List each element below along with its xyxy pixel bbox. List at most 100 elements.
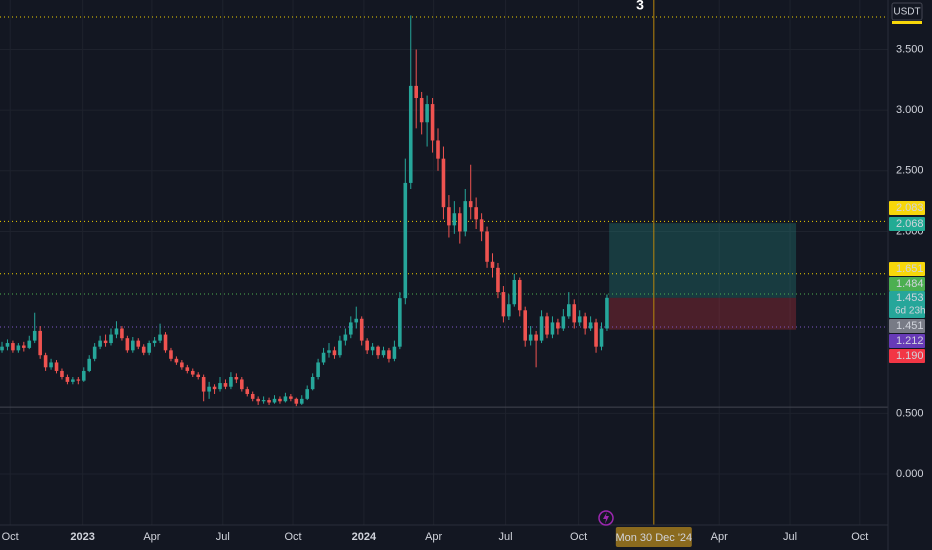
- candle-body: [550, 322, 555, 335]
- x-tick-label: 2024: [352, 531, 377, 543]
- currency-box[interactable]: [891, 2, 923, 21]
- y-tick-label: 0.500: [896, 407, 924, 419]
- price-label: 1.484: [896, 278, 924, 290]
- candle-body: [365, 340, 369, 351]
- candle-body: [16, 345, 21, 351]
- candle-body: [131, 340, 135, 351]
- x-tick-label: Jul: [499, 531, 513, 543]
- candle-body: [517, 279, 522, 311]
- candle-body: [583, 316, 587, 329]
- candle-body: [294, 398, 299, 404]
- candle-body: [98, 340, 102, 347]
- price-label-box: [889, 277, 925, 291]
- price-label: 2.068: [896, 218, 924, 230]
- price-label-countdown: 6d 23h: [895, 306, 926, 317]
- candle-body: [507, 304, 511, 317]
- candle-body: [387, 350, 391, 359]
- candle-body: [545, 316, 549, 335]
- candle-body: [152, 340, 157, 344]
- top-marker: 3: [636, 0, 644, 13]
- price-label: 1.212: [896, 335, 924, 347]
- candle-body: [278, 398, 282, 402]
- candle-body: [485, 231, 489, 262]
- candle-body: [343, 334, 348, 341]
- price-label: 1.190: [896, 350, 924, 362]
- candle-body: [218, 383, 222, 390]
- x-tick-label: Oct: [851, 531, 868, 543]
- candle-body: [185, 367, 190, 371]
- candle-body: [561, 316, 566, 329]
- candle-body: [109, 334, 113, 344]
- candle-body: [158, 334, 162, 341]
- candle-body: [305, 389, 310, 399]
- target-zone: [609, 223, 797, 298]
- event-bolt: [603, 512, 609, 524]
- candle-body: [419, 98, 424, 123]
- candle-body: [245, 389, 250, 394]
- candle-body: [354, 318, 359, 323]
- candle-body: [441, 158, 446, 208]
- currency: USDT: [893, 7, 920, 18]
- price-label: 1.451: [896, 320, 924, 332]
- candle-body: [447, 207, 451, 226]
- candle-body: [11, 343, 15, 351]
- candle-body: [605, 297, 609, 329]
- candle-body: [174, 358, 179, 363]
- plot: [0, 0, 888, 525]
- candle-body: [436, 140, 440, 159]
- x-tick-label: Apr: [143, 531, 160, 543]
- candle-body: [261, 400, 266, 402]
- candle-body: [22, 345, 26, 348]
- candle-body: [359, 318, 364, 341]
- candle-body: [136, 340, 141, 347]
- candle-body: [272, 398, 277, 403]
- candle-body: [392, 346, 397, 359]
- price-label: 1.651: [896, 263, 924, 275]
- candle-body: [103, 340, 108, 344]
- candle-body: [76, 379, 81, 381]
- candle-body: [81, 370, 86, 381]
- candle-body: [147, 343, 151, 353]
- candle-body: [60, 370, 64, 378]
- grid: [0, 0, 888, 525]
- candle-body: [163, 334, 168, 351]
- price-label-box: [889, 334, 925, 348]
- candle-body: [376, 346, 380, 356]
- x-tick-label: Oct: [570, 531, 587, 543]
- candle-body: [223, 383, 228, 387]
- candle-body: [299, 398, 304, 404]
- stop-zone: [609, 297, 797, 330]
- candle-body: [27, 340, 32, 348]
- candle-body: [229, 377, 233, 387]
- y-tick-label: 3.000: [896, 104, 924, 116]
- candle-body: [332, 350, 337, 356]
- candle-body: [120, 328, 124, 339]
- candle-body: [577, 316, 582, 323]
- candle-body: [54, 362, 59, 371]
- candle-body: [267, 400, 271, 403]
- candle-body: [381, 350, 386, 356]
- candle-body: [316, 362, 320, 378]
- candle-body: [398, 298, 402, 347]
- price-label-box: [889, 319, 925, 333]
- candle-body: [212, 386, 217, 390]
- candle-body: [349, 322, 353, 335]
- x-tick-label: Apr: [425, 531, 442, 543]
- candle-body: [87, 358, 92, 371]
- candle-body: [556, 322, 560, 329]
- candle-body: [196, 374, 201, 378]
- event-icon[interactable]: [598, 510, 614, 526]
- price-label-box: [889, 217, 925, 231]
- candle-body: [49, 362, 53, 368]
- candle-body: [403, 182, 408, 299]
- candle-body: [43, 355, 48, 368]
- candle-body: [408, 85, 413, 183]
- candle-body: [250, 393, 255, 399]
- price-label-box: [889, 201, 925, 215]
- candle-body: [370, 346, 375, 351]
- candle-body: [523, 310, 528, 341]
- crosshair-label: Mon 30 Dec '24: [615, 532, 692, 544]
- currency-underline: [892, 21, 922, 24]
- candle-body: [430, 104, 435, 141]
